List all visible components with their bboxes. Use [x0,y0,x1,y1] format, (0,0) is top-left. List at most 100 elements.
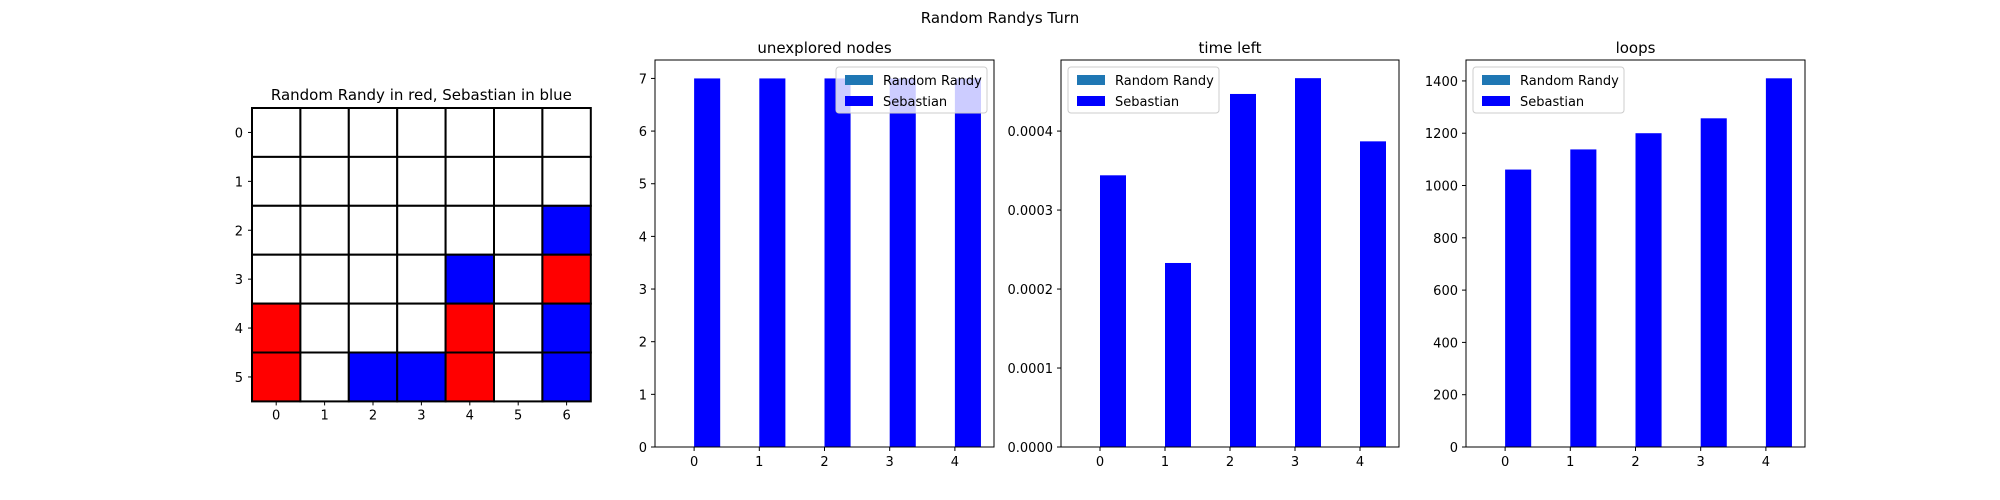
y-tick-label: 5 [639,178,647,193]
legend-box [1067,66,1220,114]
board-cell [493,253,544,305]
board-x-tick-label: 4 [466,408,474,423]
board-cell [299,155,350,207]
bar-sebastian [1360,141,1386,447]
board-cell [444,204,496,256]
y-tick-label: 0.0001 [1008,362,1054,377]
bar-sebastian [1165,262,1191,447]
board-cell [347,204,399,256]
bar-sebastian [759,78,786,447]
board-cell [493,351,544,403]
y-tick-label: 2 [639,336,647,351]
bar-sebastian [824,78,851,447]
board-cell [251,155,302,207]
x-tick-label: 3 [1697,455,1705,470]
x-tick-label: 4 [1762,455,1770,470]
figure-suptitle: Random Randys Turn [921,9,1079,27]
legend-swatch [1077,96,1105,106]
board-cell [493,204,544,256]
board-cell [541,351,592,403]
bar-sebastian [1700,118,1727,447]
y-tick-label: 0 [1450,441,1458,456]
board-cell [251,351,302,403]
board-x-tick-label: 5 [514,408,522,423]
board-cell [493,155,544,207]
bar-sebastian [1635,133,1662,447]
board-cell [396,204,447,256]
board-y-tick-label: 5 [235,371,243,386]
board-cell [347,302,399,354]
y-tick-label: 3 [639,283,647,298]
legend-label: Sebastian [883,95,947,110]
bar-sebastian [1570,149,1597,447]
subplot-title: loops [1616,39,1656,57]
board-cell [444,155,496,207]
subplot-title: time left [1199,39,1262,57]
board-cell [396,253,447,305]
board-cell [251,302,302,354]
board-cell [444,253,496,305]
bar-sebastian [1765,78,1792,448]
legend-box [1472,66,1625,114]
board-cell [347,253,399,305]
x-tick-label: 1 [1566,455,1574,470]
x-tick-label: 0 [690,455,698,470]
board-cell [299,351,350,403]
board-title: Random Randy in red, Sebastian in blue [271,86,572,104]
board-cell [396,155,447,207]
board-cell [541,302,592,354]
board-cell [541,253,592,305]
x-tick-label: 0 [1096,455,1104,470]
board-x-tick-label: 2 [369,408,377,423]
board-cell [493,107,544,158]
board-subplot: Random Randy in red, Sebastian in blue 0 1… [235,86,592,423]
bar-sebastian [954,78,981,447]
board-y-tick-label: 1 [235,175,243,190]
y-tick-label: 400 [1433,336,1458,351]
y-tick-label: 1200 [1425,127,1458,142]
y-tick-label: 1000 [1425,180,1458,195]
board-x-tick-label: 6 [562,408,570,423]
board-cell [444,351,496,403]
x-tick-label: 4 [1356,455,1364,470]
legend-swatch [845,96,873,106]
board-cell [396,302,447,354]
board-cell [541,107,592,158]
y-tick-label: 800 [1433,232,1458,247]
y-tick-label: 0.0003 [1008,204,1054,219]
x-tick-label: 1 [755,455,763,470]
y-tick-label: 200 [1433,389,1458,404]
board-y-tick-label: 4 [235,322,243,337]
board-cell [444,107,496,158]
board-y-tick-label: 3 [235,273,243,288]
x-tick-label: 2 [1226,455,1234,470]
board-x-tick-label: 3 [417,408,425,423]
y-tick-label: 1 [639,388,647,403]
bar-subplot-3: loops 0 1 2 3 4 0 200 400 600 800 1000 1200 1400 Rando… [1425,39,1806,470]
y-tick-label: 0.0002 [1008,283,1054,298]
y-tick-label: 600 [1433,284,1458,299]
board-cell [251,107,302,158]
subplot-title: unexplored nodes [757,39,892,57]
x-tick-label: 2 [1631,455,1639,470]
y-tick-label: 7 [639,72,647,87]
legend-label: Random Randy [883,74,982,89]
board-cell [396,351,447,403]
x-tick-label: 1 [1161,455,1169,470]
bar-sebastian [1100,175,1126,447]
subplots: Random Randy in red, Sebastian in blue 0 1… [235,39,1806,470]
x-tick-label: 0 [1501,455,1509,470]
board-cell [299,253,350,305]
x-tick-label: 3 [1291,455,1299,470]
board-cell [444,302,496,354]
y-tick-label: 0.0004 [1008,125,1054,140]
board-y-tick-label: 0 [235,126,243,141]
bar-sebastian [694,78,721,447]
board-cell [541,204,592,256]
board-cell [493,302,544,354]
y-tick-label: 4 [639,230,647,245]
x-tick-label: 2 [820,455,828,470]
x-tick-label: 3 [886,455,894,470]
legend-swatch [1482,75,1510,85]
legend-label: Sebastian [1520,95,1584,110]
